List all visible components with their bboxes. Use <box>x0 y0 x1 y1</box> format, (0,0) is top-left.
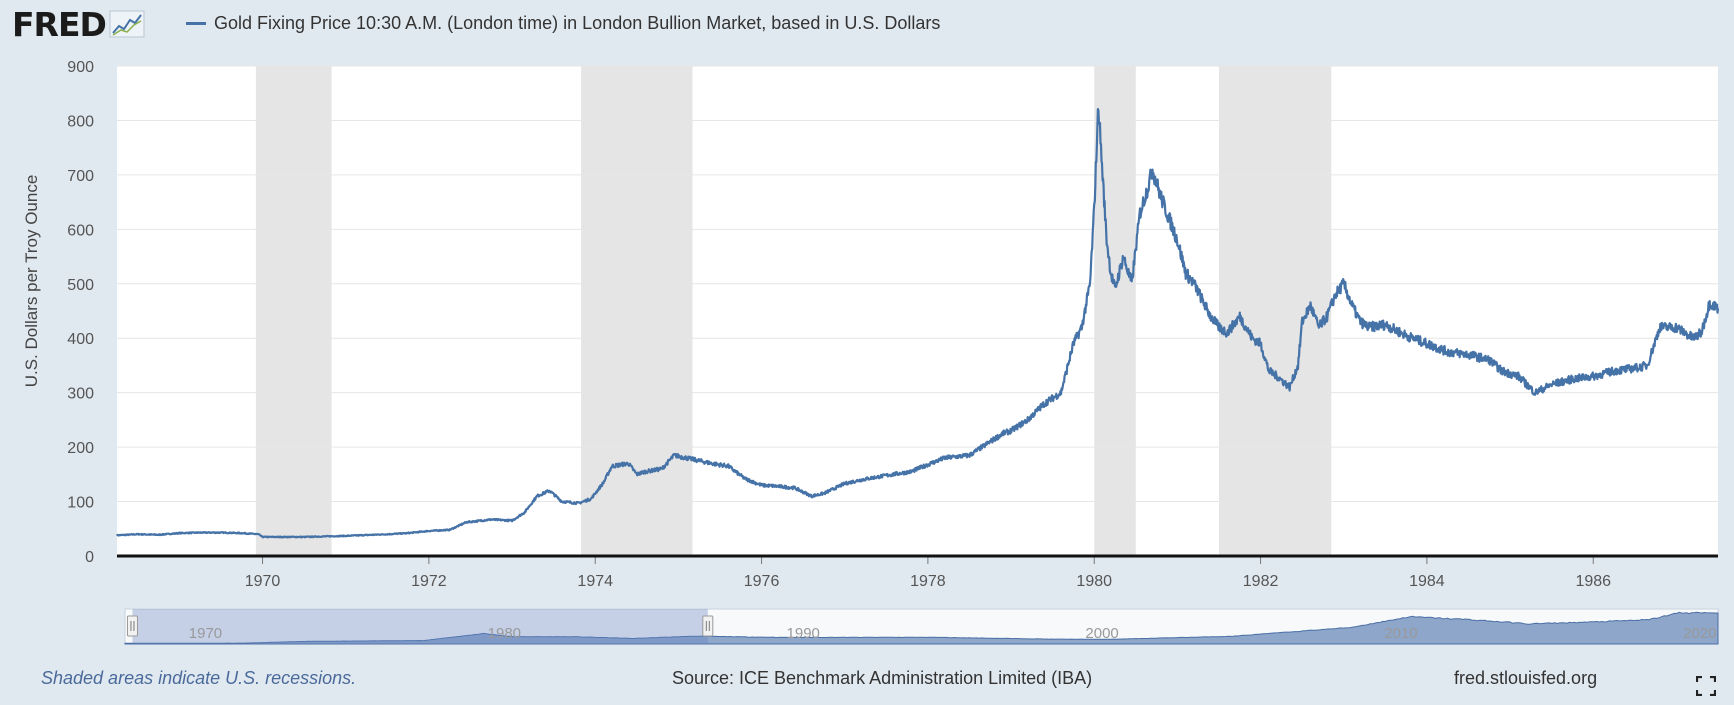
recession-band <box>255 66 332 556</box>
navigator-tick-label: 1990 <box>787 625 820 642</box>
x-tick-label: 1980 <box>1076 573 1112 590</box>
y-tick-label: 300 <box>67 386 94 403</box>
legend-label: Gold Fixing Price 10:30 A.M. (London tim… <box>214 12 941 33</box>
y-tick-label: 800 <box>67 113 94 130</box>
fullscreen-icon[interactable] <box>1696 676 1716 696</box>
x-tick-label: 1976 <box>744 573 780 590</box>
chart-trend-icon <box>109 10 145 38</box>
chart[interactable]: 0 100 200 300 400 500 600 700 800 900 1970 1972 1974… <box>0 46 1734 656</box>
navigator-selection <box>132 609 708 644</box>
plot-area <box>117 66 1718 556</box>
header: FRED Gold Fixing Price 10:30 A.M. (Londo… <box>0 0 1734 46</box>
navigator-tick-label: 1970 <box>189 625 222 642</box>
recession-shading <box>255 66 1332 556</box>
legend-swatch <box>186 21 206 25</box>
recession-band <box>581 66 693 556</box>
navigator-area <box>124 611 1719 645</box>
y-tick-label: 900 <box>67 59 94 76</box>
navigator[interactable]: 1970 1980 1990 2000 2010 2020 <box>124 608 1719 645</box>
series-layer <box>116 107 1720 539</box>
y-axis-title: U.S. Dollars per Troy Ounce <box>22 175 41 388</box>
axes: 0 100 200 300 400 500 600 700 800 900 1970 1972 1974… <box>67 59 1718 590</box>
x-tick-label: 1982 <box>1243 573 1279 590</box>
y-tick-label: 200 <box>67 440 94 457</box>
y-tick-label: 600 <box>67 222 94 239</box>
x-tick-label: 1974 <box>577 573 613 590</box>
y-tick-label: 400 <box>67 331 94 348</box>
fred-logo-text: FRED <box>12 4 107 44</box>
x-tick-label: 1972 <box>411 573 447 590</box>
navigator-tick-label: 2010 <box>1384 625 1417 642</box>
x-tick-label: 1984 <box>1409 573 1445 590</box>
navigator-tick-label: 2000 <box>1085 625 1118 642</box>
recession-note: Shaded areas indicate U.S. recessions. <box>41 668 357 688</box>
navigator-tick-label: 1980 <box>488 625 521 642</box>
navigator-handle[interactable] <box>126 615 138 637</box>
grid-lines <box>117 65 1718 503</box>
source-text: Source: ICE Benchmark Administration Lim… <box>672 668 1093 688</box>
plot-background <box>117 66 1718 556</box>
x-tick-label: 1970 <box>245 573 281 590</box>
fred-logo[interactable]: FRED <box>12 4 145 44</box>
y-tick-label: 500 <box>67 277 94 294</box>
x-tick-label: 1986 <box>1575 573 1611 590</box>
series-line <box>116 107 1720 539</box>
y-tick-label: 100 <box>67 495 94 512</box>
x-tick-label: 1978 <box>910 573 946 590</box>
site-link[interactable]: fred.stlouisfed.org <box>1454 668 1598 688</box>
legend[interactable]: Gold Fixing Price 10:30 A.M. (London tim… <box>186 10 940 36</box>
navigator-tick-label: 2020 <box>1683 625 1716 642</box>
y-tick-label: 0 <box>85 549 94 566</box>
y-tick-label: 700 <box>67 168 94 185</box>
navigator-handle[interactable] <box>702 615 714 637</box>
